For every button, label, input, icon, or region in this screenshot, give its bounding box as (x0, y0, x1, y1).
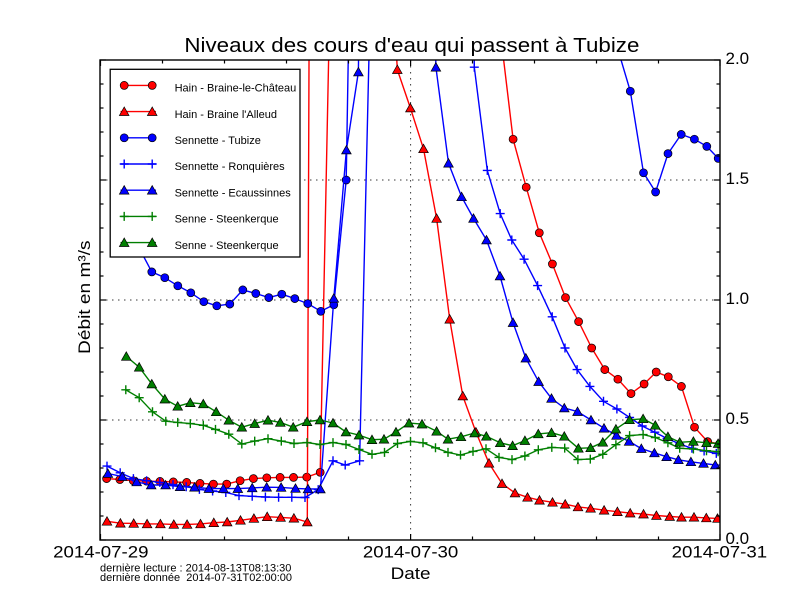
svg-text:Hain - Braine-le-Château: Hain - Braine-le-Château (175, 83, 297, 95)
svg-text:2014-07-30: 2014-07-30 (363, 543, 458, 562)
svg-text:0.0: 0.0 (726, 529, 750, 548)
svg-text:2.0: 2.0 (726, 49, 750, 68)
svg-text:2014-07-31: 2014-07-31 (672, 543, 767, 562)
svg-text:Date: Date (391, 564, 431, 583)
svg-text:Sennette - Ronquières: Sennette - Ronquières (175, 161, 286, 173)
svg-text:2014-07-29: 2014-07-29 (53, 543, 148, 562)
svg-text:dernière lecture : 2014-08-13T: dernière lecture : 2014-08-13T08:13:30 (100, 563, 291, 575)
svg-text:Senne - Steenkerque: Senne - Steenkerque (175, 214, 279, 226)
svg-text:Sennette - Ecaussinnes: Sennette - Ecaussinnes (175, 187, 292, 199)
svg-text:Senne - Steenkerque: Senne - Steenkerque (175, 240, 279, 252)
svg-text:Débit en m³/s: Débit en m³/s (75, 240, 94, 354)
svg-text:Sennette - Tubize: Sennette - Tubize (175, 135, 261, 147)
svg-text:Niveaux des cours d'eau qui pa: Niveaux des cours d'eau qui passent à Tu… (184, 35, 639, 57)
svg-text:1.0: 1.0 (726, 289, 750, 308)
svg-text:0.5: 0.5 (726, 409, 750, 428)
svg-text:Hain - Braine l'Alleud: Hain - Braine l'Alleud (175, 109, 277, 121)
svg-text:dernière donnée 2014-07-31T02: dernière donnée 2014-07-31T02:00:00 (100, 572, 292, 584)
svg-text:1.5: 1.5 (726, 169, 750, 188)
